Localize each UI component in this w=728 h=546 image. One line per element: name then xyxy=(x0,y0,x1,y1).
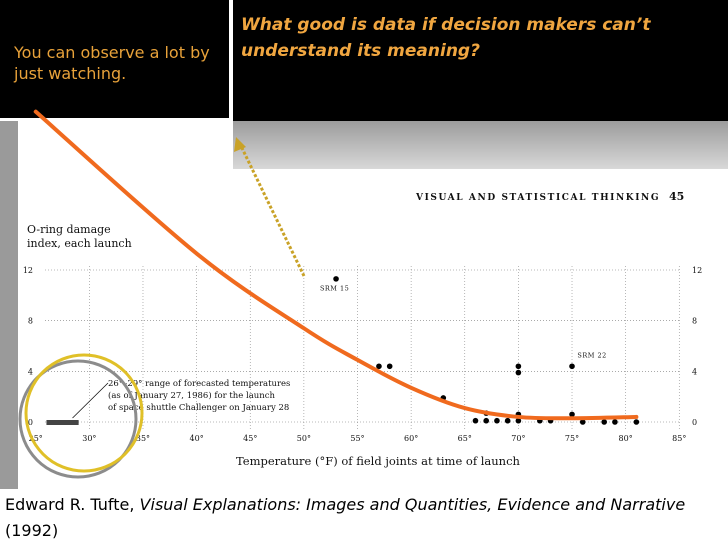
data-point xyxy=(612,419,618,425)
x-axis-label: Temperature (°F) of field joints at time… xyxy=(236,454,521,468)
x-tick-label: 70° xyxy=(511,434,525,443)
y-tick-label-left: 12 xyxy=(23,266,33,275)
chart-ticks: 0 0 4 4 8 8 12 12 25° 30° 35° 40° 45° 50° 55° 60° 65° 70°… xyxy=(23,266,702,443)
forecast-label-line3: of space shuttle Challenger on January 2… xyxy=(108,403,289,413)
annotation-arrow-line xyxy=(239,145,306,277)
book-page xyxy=(0,121,728,489)
x-tick-label: 30° xyxy=(82,434,96,443)
x-tick-label: 60° xyxy=(404,434,418,443)
x-tick-label: 50° xyxy=(297,434,311,443)
quote-panel: You can observe a lot by just watching. xyxy=(0,0,228,120)
x-tick-label: 80° xyxy=(619,434,633,443)
y-tick-label-right: 0 xyxy=(692,418,697,427)
data-point xyxy=(386,363,393,370)
data-point xyxy=(515,363,522,370)
forecast-range: 26°–29° range of forecasted temperatures… xyxy=(46,379,290,425)
running-head: VISUAL AND STATISTICAL THINKING xyxy=(415,193,660,203)
data-points xyxy=(333,276,640,425)
y-tick-label-right: 12 xyxy=(692,266,702,275)
forecast-label-line2: (as of January 27, 1986) for the launch xyxy=(108,390,275,401)
forecast-range-bar xyxy=(46,420,79,425)
data-point xyxy=(569,411,575,418)
x-tick-label: 55° xyxy=(350,434,364,443)
trend-curve xyxy=(33,109,639,421)
data-point xyxy=(601,419,607,425)
data-point xyxy=(494,417,500,424)
data-point xyxy=(376,363,382,370)
y-tick-label-left: 0 xyxy=(28,418,33,427)
y-axis-label-line2: index, each launch xyxy=(27,237,132,250)
data-point xyxy=(569,363,575,370)
x-tick-label: 85° xyxy=(672,434,686,443)
point-labels: SRM 15 SRM 22 xyxy=(320,284,606,359)
quote-divider xyxy=(0,118,229,121)
data-point xyxy=(579,419,586,425)
data-point xyxy=(504,417,511,424)
slide-title: What good is data if decision makers can… xyxy=(241,15,651,61)
y-tick-label-left: 4 xyxy=(28,367,33,376)
y-tick-label-right: 4 xyxy=(692,367,697,376)
x-tick-label: 35° xyxy=(136,434,150,443)
point-label: SRM 15 xyxy=(320,284,349,292)
paper-shadow-top xyxy=(232,121,728,169)
data-point xyxy=(515,417,522,424)
citation-author: Edward R. Tufte, xyxy=(5,495,140,514)
highlight-circle-gray xyxy=(18,359,138,479)
page-number: 45 xyxy=(669,190,684,203)
annotation-arrow-head xyxy=(234,137,246,152)
x-tick-label: 65° xyxy=(458,434,472,443)
paper-edge-shadow xyxy=(0,121,18,489)
x-tick-label: 25° xyxy=(29,434,43,443)
point-label: SRM 22 xyxy=(577,351,606,359)
citation-caption: Edward R. Tufte, Visual Explanations: Im… xyxy=(5,490,725,544)
data-point xyxy=(633,419,640,425)
y-axis-label-line1: O-ring damage xyxy=(27,223,111,236)
x-tick-label: 45° xyxy=(243,434,257,443)
vertical-divider xyxy=(229,0,233,546)
data-point xyxy=(333,276,339,282)
y-tick-label-right: 8 xyxy=(692,317,697,326)
forecast-label-line1: 26°–29° range of forecasted temperatures xyxy=(108,379,290,389)
citation-title: Visual Explanations: Images and Quantiti… xyxy=(139,495,686,514)
forecast-pointer-line xyxy=(72,382,109,419)
y-tick-label-left: 8 xyxy=(28,317,33,326)
highlight-circle-yellow xyxy=(24,353,144,473)
x-tick-label: 75° xyxy=(565,434,579,443)
quote-text: You can observe a lot by just watching. xyxy=(14,43,210,83)
citation-year: (1992) xyxy=(5,521,59,540)
x-tick-label: 40° xyxy=(190,434,204,443)
data-point xyxy=(515,369,522,376)
data-point xyxy=(472,417,479,424)
data-point xyxy=(483,417,490,424)
